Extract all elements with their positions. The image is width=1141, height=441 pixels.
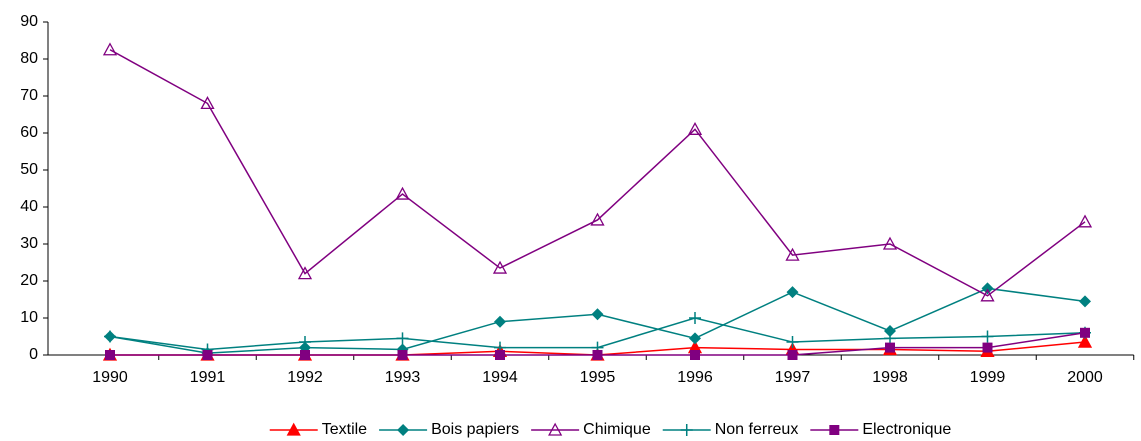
x-tick-label: 1998 — [872, 369, 908, 386]
marker — [680, 424, 693, 436]
marker — [300, 350, 310, 360]
legend-label: Chimique — [583, 421, 651, 438]
marker — [397, 350, 408, 360]
marker — [885, 342, 895, 353]
legend-item: Chimique — [531, 421, 651, 438]
y-tick-label: 90 — [20, 13, 38, 30]
marker — [786, 336, 799, 349]
y-tick-label: 40 — [20, 198, 38, 215]
marker — [286, 422, 301, 436]
legend-item: Electronique — [810, 421, 951, 438]
marker — [299, 336, 311, 349]
x-tick-label: 2000 — [1067, 369, 1103, 386]
marker — [548, 422, 563, 436]
series-line — [109, 49, 1086, 297]
legend-item: Non ferreux — [662, 421, 799, 438]
marker — [1077, 334, 1093, 348]
x-tick-label: 1991 — [190, 369, 226, 386]
marker — [689, 332, 701, 345]
legend-item: Bois papiers — [379, 421, 519, 438]
marker — [395, 186, 410, 200]
marker — [786, 286, 799, 299]
marker — [882, 236, 898, 250]
marker — [689, 312, 701, 324]
legend-label: Electronique — [862, 421, 951, 438]
marker — [102, 42, 118, 56]
x-tick-label: 1995 — [580, 369, 616, 386]
marker — [104, 330, 116, 343]
x-tick-label: 1996 — [677, 369, 713, 386]
marker — [397, 424, 410, 436]
marker — [690, 350, 700, 360]
x-tick-label: 1999 — [970, 369, 1006, 386]
marker — [592, 350, 603, 360]
marker — [981, 282, 994, 295]
marker — [981, 330, 994, 343]
marker — [591, 308, 604, 321]
y-tick-label: 70 — [20, 87, 38, 104]
y-tick-label: 60 — [20, 124, 38, 141]
y-tick-label: 80 — [20, 50, 38, 67]
marker — [787, 350, 798, 360]
marker — [884, 324, 896, 337]
legend-label: Bois papiers — [431, 421, 519, 438]
marker — [1079, 295, 1091, 308]
y-tick-label: 0 — [29, 346, 38, 363]
marker — [785, 247, 800, 261]
x-tick-label: 1993 — [385, 369, 421, 386]
y-tick-label: 20 — [20, 272, 38, 289]
marker — [200, 96, 215, 110]
marker — [982, 342, 993, 353]
legend-item: Textile — [269, 421, 367, 438]
marker — [687, 121, 703, 135]
marker — [829, 425, 840, 435]
x-tick-label: 1994 — [482, 369, 518, 386]
marker — [105, 350, 115, 360]
marker — [202, 350, 213, 360]
marker — [884, 332, 896, 345]
y-tick-label: 50 — [20, 161, 38, 178]
marker — [1077, 214, 1093, 228]
marker — [980, 288, 995, 302]
legend-label: Textile — [322, 421, 367, 438]
marker — [494, 315, 506, 328]
marker — [590, 212, 605, 226]
legend-label: Non ferreux — [715, 421, 799, 438]
x-tick-label: 1990 — [92, 369, 128, 386]
legend: Textile Bois papiers Chimique Non ferreux El… — [269, 421, 951, 438]
marker — [495, 350, 505, 360]
marker — [1080, 327, 1090, 338]
marker — [297, 266, 313, 280]
y-tick-label: 30 — [20, 235, 38, 252]
y-tick-label: 10 — [20, 309, 38, 326]
x-tick-label: 1997 — [775, 369, 811, 386]
x-tick-label: 1992 — [287, 369, 323, 386]
marker — [396, 332, 409, 345]
marker — [492, 260, 508, 274]
